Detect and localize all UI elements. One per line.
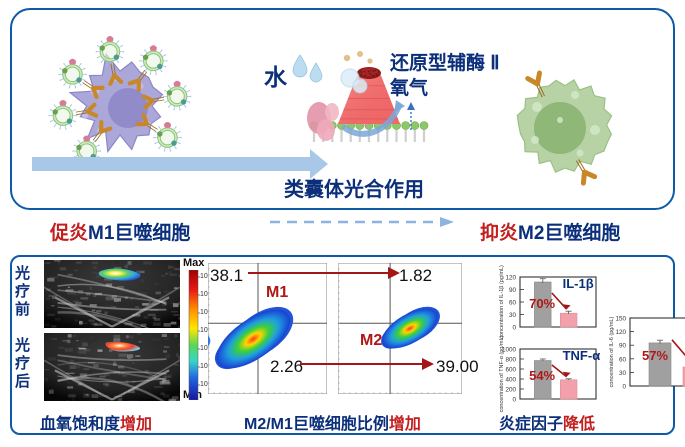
svg-text:90: 90	[509, 287, 517, 294]
svg-text:0: 0	[512, 324, 516, 331]
svg-text:150: 150	[615, 316, 626, 323]
svg-text:60: 60	[618, 357, 626, 364]
svg-text:concentration of IL-6 (pg/mL): concentration of IL-6 (pg/mL)	[609, 317, 615, 388]
svg-text:90: 90	[618, 343, 626, 350]
svg-text:concentration of IL-1β (pg/mL): concentration of IL-1β (pg/mL)	[499, 265, 505, 339]
svg-text:0: 0	[622, 384, 626, 391]
svg-text:30: 30	[509, 312, 517, 319]
svg-text:400: 400	[505, 376, 516, 383]
svg-text:30: 30	[618, 370, 626, 377]
svg-text:120: 120	[615, 329, 626, 336]
svg-text:1000: 1000	[502, 346, 517, 353]
svg-text:600: 600	[505, 366, 516, 373]
svg-text:57%: 57%	[642, 348, 668, 363]
svg-text:0: 0	[512, 396, 516, 403]
svg-text:IL-1β: IL-1β	[562, 276, 593, 291]
svg-text:70%: 70%	[529, 296, 555, 311]
svg-text:60: 60	[509, 299, 517, 306]
svg-text:120: 120	[505, 274, 516, 281]
svg-text:800: 800	[505, 356, 516, 363]
svg-text:TNF-α: TNF-α	[562, 348, 600, 363]
svg-text:200: 200	[505, 386, 516, 393]
svg-text:54%: 54%	[529, 368, 555, 383]
